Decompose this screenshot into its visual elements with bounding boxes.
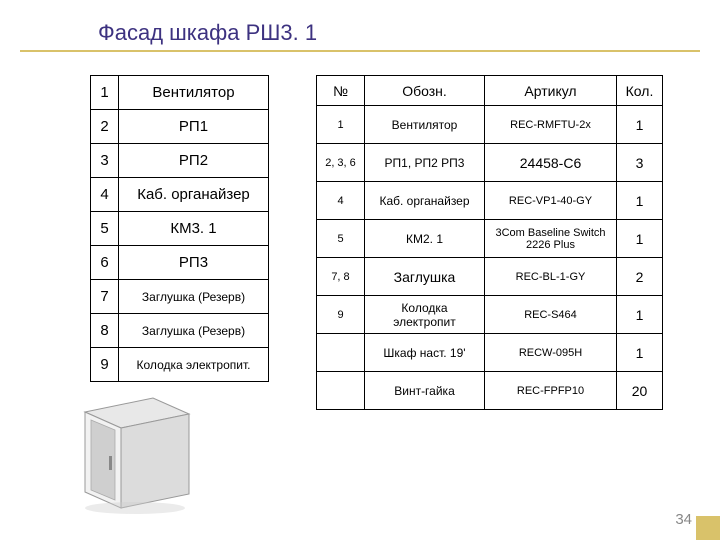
right-row-qty: 1 (617, 182, 663, 220)
right-row-article: 3Com Baseline Switch 2226 Plus (485, 220, 617, 258)
left-row-num: 3 (91, 144, 119, 178)
right-row-desc: Заглушка (365, 258, 485, 296)
right-header: № (317, 76, 365, 106)
left-row-num: 9 (91, 348, 119, 382)
left-row-num: 6 (91, 246, 119, 280)
right-header: Обозн. (365, 76, 485, 106)
left-row-label: Каб. органайзер (119, 178, 269, 212)
left-row-label: РП1 (119, 110, 269, 144)
right-row-article: REC-RMFTU-2x (485, 106, 617, 144)
right-row-article: REC-S464 (485, 296, 617, 334)
left-row-label: РП2 (119, 144, 269, 178)
right-row-desc: Каб. органайзер (365, 182, 485, 220)
left-row-num: 5 (91, 212, 119, 246)
right-row-num: 5 (317, 220, 365, 258)
right-row-num (317, 334, 365, 372)
right-row-qty: 1 (617, 106, 663, 144)
left-row-num: 7 (91, 280, 119, 314)
right-row-desc: Шкаф наст. 19' (365, 334, 485, 372)
right-row-num (317, 372, 365, 410)
right-row-desc: КМ2. 1 (365, 220, 485, 258)
right-row-desc: Колодка электропит (365, 296, 485, 334)
right-row-qty: 1 (617, 334, 663, 372)
right-row-num: 9 (317, 296, 365, 334)
right-row-qty: 3 (617, 144, 663, 182)
right-row-qty: 2 (617, 258, 663, 296)
left-row-num: 2 (91, 110, 119, 144)
left-row-num: 8 (91, 314, 119, 348)
left-row-label: Заглушка (Резерв) (119, 280, 269, 314)
left-row-label: Заглушка (Резерв) (119, 314, 269, 348)
right-row-num: 4 (317, 182, 365, 220)
corner-accent (696, 516, 720, 540)
left-row-label: РП3 (119, 246, 269, 280)
left-row-label: КМ3. 1 (119, 212, 269, 246)
right-row-qty: 1 (617, 296, 663, 334)
right-row-article: REC-FPFP10 (485, 372, 617, 410)
right-row-article: 24458-C6 (485, 144, 617, 182)
left-row-label: Вентилятор (119, 76, 269, 110)
right-row-article: RECW-095H (485, 334, 617, 372)
right-row-desc: Вентилятор (365, 106, 485, 144)
right-row-desc: РП1, РП2 РП3 (365, 144, 485, 182)
right-header: Артикул (485, 76, 617, 106)
cabinet-image (65, 388, 205, 518)
right-row-qty: 1 (617, 220, 663, 258)
left-row-num: 4 (91, 178, 119, 212)
left-table: 1Вентилятор2РП13РП24Каб. органайзер5КМ3.… (90, 75, 269, 382)
right-header: Кол. (617, 76, 663, 106)
right-row-num: 1 (317, 106, 365, 144)
right-row-article: REC-VP1-40-GY (485, 182, 617, 220)
left-row-label: Колодка электропит. (119, 348, 269, 382)
right-row-article: REC-BL-1-GY (485, 258, 617, 296)
left-row-num: 1 (91, 76, 119, 110)
right-row-num: 2, 3, 6 (317, 144, 365, 182)
page-number: 34 (675, 511, 692, 528)
right-row-qty: 20 (617, 372, 663, 410)
right-table: №Обозн.АртикулКол. 1ВентиляторREC-RMFTU-… (316, 75, 663, 410)
title-underline (20, 50, 700, 52)
right-row-desc: Винт-гайка (365, 372, 485, 410)
page-title: Фасад шкафа РШ3. 1 (98, 20, 317, 46)
right-row-num: 7, 8 (317, 258, 365, 296)
